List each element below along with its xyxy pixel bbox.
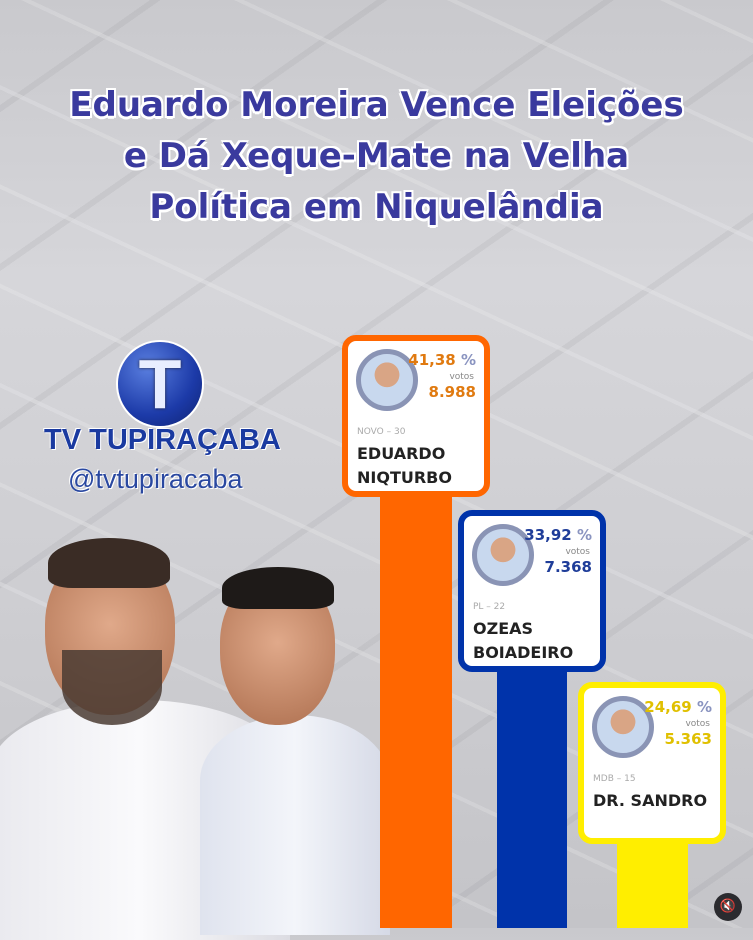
votes-count: 5.363 [664,730,712,748]
candidate-avatar [472,524,534,586]
headline-line-1: Eduardo Moreira Vence Eleições [69,85,684,125]
candidate-name: OZEAS BOIADEIRO [473,619,574,662]
party-label: PL – 22 [473,602,506,612]
votes-caption: votos [685,719,710,729]
votes-count: 7.368 [544,558,592,576]
party-label: MDB – 15 [593,774,636,784]
percent-label: 33,92 % [524,526,592,544]
bar-ozeas [497,672,567,928]
percent-label: 41,38 % [408,351,476,369]
candidate-card: 41,38 % votos 8.988 NOVO – 30 EDUARDO NIQ… [342,335,490,497]
candidate-card: 33,92 % votos 7.368 PL – 22 OZEAS BOIADEI… [458,510,606,672]
party-label: NOVO – 30 [357,427,406,437]
candidate-card: 24,69 % votos 5.363 MDB – 15 DR. SANDRO [578,682,726,844]
candidate-avatar [592,696,654,758]
percent-label: 24,69 % [644,698,712,716]
votes-caption: votos [565,547,590,557]
brand-handle: @tvtupiracaba [68,464,243,494]
candidate-name: DR. SANDRO [593,791,708,810]
brand-name: TV TUPIRAÇABA [44,424,281,456]
headline: Eduardo Moreira Vence Eleições e Dá Xequ… [0,80,753,233]
bar-sandro [617,842,688,928]
photo-vice [200,565,390,935]
votes-caption: votos [449,372,474,382]
votes-count: 8.988 [428,383,476,401]
candidate-avatar [356,349,418,411]
headline-line-3: Política em Niquelândia [149,187,604,227]
speaker-muted-icon[interactable]: 🔇 [714,893,742,921]
headline-line-2: e Dá Xeque-Mate na Velha [123,136,630,176]
bar-eduardo [380,497,452,928]
candidate-name: EDUARDO NIQTURBO [357,444,452,487]
tv-logo: T [118,342,202,426]
